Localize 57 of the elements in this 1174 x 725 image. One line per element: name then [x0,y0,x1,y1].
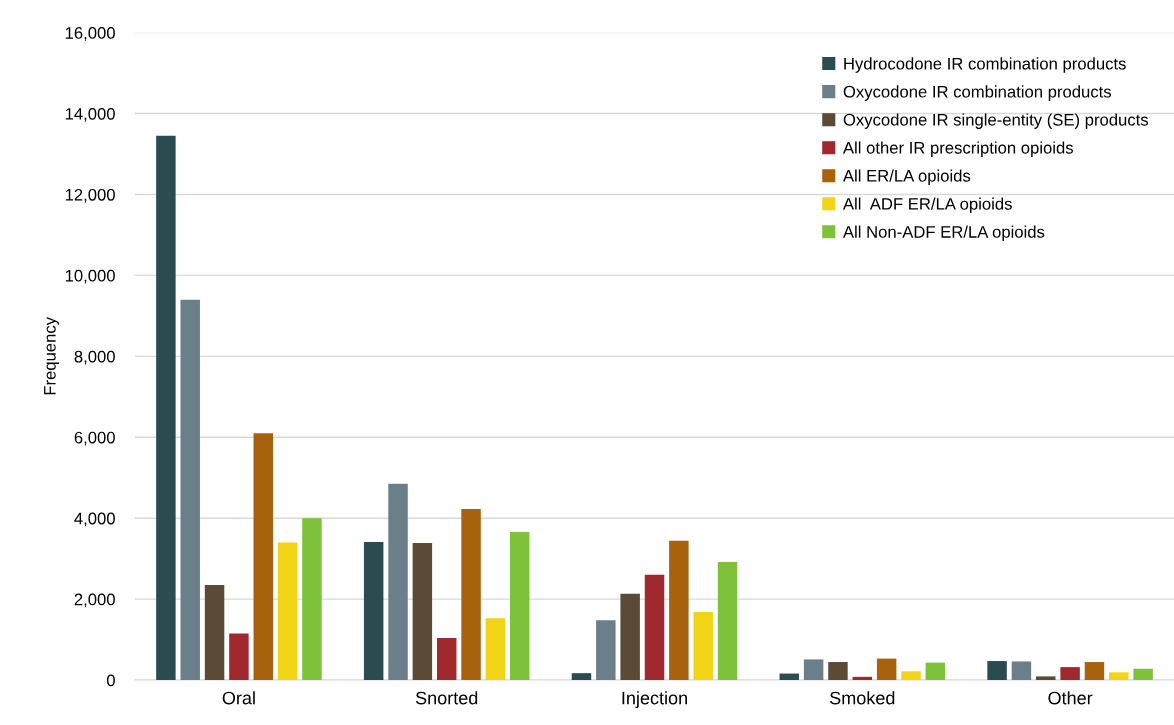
y-tick-label: 6,000 [74,431,115,446]
bar [925,662,946,681]
bar [510,531,530,681]
bar [987,661,1007,681]
bar [669,540,689,681]
y-tick-label: 8,000 [74,350,115,365]
bar [412,542,433,681]
x-tick-label: Smoked [830,691,895,705]
legend-label: All ER/LA opioids [842,169,971,186]
bar [596,620,616,681]
bar [229,633,249,681]
bar [277,542,298,681]
bar [644,574,665,681]
bar [620,593,640,681]
legend-label: All ADF ER/LA opioids [842,197,1012,214]
bar [1060,667,1080,681]
bar [1133,668,1153,681]
bar [180,299,200,681]
legend-label: All Non-ADF ER/LA opioids [842,225,1045,242]
bar [204,584,225,681]
y-tick-label: 16,000 [65,27,115,41]
x-tick-label: Other [1048,691,1093,705]
legend-label: Hydrocodone IR combination products [844,57,1126,73]
x-tick-label: Injection [622,691,687,708]
bar [1011,661,1032,681]
bar [717,561,738,681]
bar [363,542,384,681]
bar [436,637,457,681]
legend-label: All other IR prescription opioids [842,141,1073,157]
bar [779,673,800,681]
x-tick-label: Snorted [415,691,478,705]
bar [388,483,408,681]
bar [1036,676,1056,681]
bar [1109,672,1129,681]
legend-label: Oxycodone IR combination products [843,85,1111,101]
y-tick-label: 14,000 [65,107,115,122]
bar [571,673,592,681]
bar [901,671,921,681]
bar [828,662,848,681]
y-tick-label: 0 [106,674,115,687]
bar [302,518,322,681]
y-tick-label: 12,000 [65,188,115,203]
bar [253,433,273,681]
legend-label: Oxycodone IR single-entity (SE) products [843,113,1149,129]
bar [876,658,897,681]
bar [852,676,873,681]
x-tick-label: Oral [222,691,255,705]
bar [693,612,713,681]
bar [156,135,176,681]
y-tick-label: 2,000 [74,593,115,608]
bar [1084,662,1105,681]
y-axis-title: Frequency [44,316,60,395]
bar [803,659,824,681]
y-tick-label: 10,000 [65,269,115,284]
bar [461,508,481,681]
y-tick-label: 4,000 [74,512,115,527]
bar [485,618,506,681]
